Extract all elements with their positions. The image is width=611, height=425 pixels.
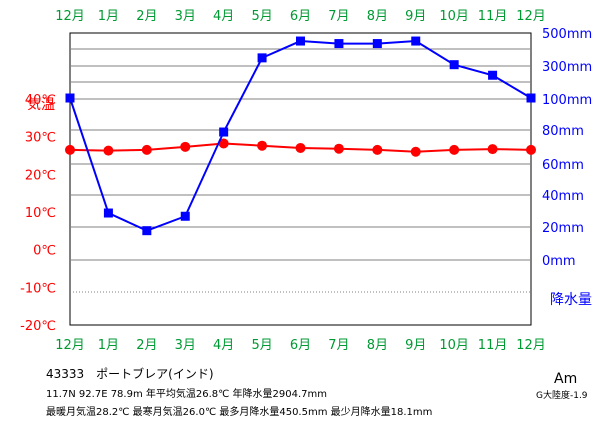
month-label-top: 10月 — [439, 9, 469, 24]
month-label-bottom: 8月 — [367, 338, 388, 353]
precipitation-tick-label: 500mm — [542, 27, 592, 42]
precipitation-point — [334, 39, 344, 49]
precipitation-series — [65, 36, 536, 236]
precipitation-point — [103, 208, 113, 218]
precipitation-point — [449, 60, 459, 70]
precipitation-point — [180, 211, 190, 221]
precipitation-point — [411, 36, 421, 46]
month-label-bottom: 2月 — [136, 338, 157, 353]
region-class: G大陸度-1.9 — [536, 391, 588, 401]
precipitation-point — [488, 70, 498, 80]
month-label-bottom: 12月 — [516, 338, 546, 353]
precipitation-axis-ticks: 500mm 300mm 100mm 80mm 60mm 40mm 20mm 0mm — [542, 27, 592, 269]
month-label-top: 5月 — [251, 9, 272, 24]
month-label-top: 2月 — [136, 9, 157, 24]
precipitation-tick-label: 0mm — [542, 254, 576, 269]
station-name: 43333 ポートブレア(インド) — [46, 367, 214, 381]
temperature-point — [449, 144, 460, 155]
grid-lines — [69, 32, 532, 326]
precipitation-tick-label: 60mm — [542, 158, 584, 173]
temperature-point — [103, 145, 114, 156]
precipitation-point — [526, 93, 536, 103]
month-label-top: 12月 — [55, 9, 85, 24]
month-label-bottom: 11月 — [478, 338, 508, 353]
temperature-point — [257, 140, 268, 151]
precipitation-tick-label: 100mm — [542, 93, 592, 108]
precipitation-tick-label: 300mm — [542, 60, 592, 75]
temperature-tick-label: 40℃ — [25, 93, 56, 108]
temperature-point — [372, 144, 383, 155]
month-label-bottom: 6月 — [290, 338, 311, 353]
temperature-point — [410, 146, 421, 157]
month-labels-top: 12月 1月 2月 3月 4月 5月 6月 7月 8月 9月 10月 11月 12月 — [55, 9, 546, 24]
month-label-top: 4月 — [213, 9, 234, 24]
temperature-tick-label: 0℃ — [33, 244, 56, 259]
precipitation-axis-label: 降水量 — [550, 292, 592, 308]
station-coords: 11.7N 92.7E 78.9m 年平均気温26.8℃ 年降水量2904.7m… — [46, 389, 328, 400]
precipitation-point — [142, 226, 152, 236]
temperature-tick-label: 10℃ — [25, 206, 56, 221]
month-label-bottom: 3月 — [175, 338, 196, 353]
month-label-top: 1月 — [98, 9, 119, 24]
temperature-axis-label: 気温 — [27, 97, 55, 113]
temperature-point — [295, 142, 306, 153]
month-label-bottom: 4月 — [213, 338, 234, 353]
temperature-tick-label: -10℃ — [20, 281, 56, 296]
month-labels-bottom: 12月 1月 2月 3月 4月 5月 6月 7月 8月 9月 10月 11月 12月 — [55, 338, 546, 353]
month-label-top: 7月 — [328, 9, 349, 24]
month-label-bottom: 1月 — [98, 338, 119, 353]
temperature-series — [65, 138, 536, 157]
temperature-point — [526, 144, 536, 155]
month-label-top: 3月 — [175, 9, 196, 24]
month-label-top: 9月 — [405, 9, 426, 24]
precipitation-point — [219, 127, 229, 137]
temperature-tick-label: 30℃ — [25, 131, 56, 146]
precipitation-tick-label: 80mm — [542, 124, 584, 139]
temperature-point — [487, 144, 498, 155]
precipitation-line — [69, 40, 532, 232]
month-label-top: 8月 — [367, 9, 388, 24]
month-label-bottom: 9月 — [405, 338, 426, 353]
temperature-point — [333, 143, 344, 154]
month-label-bottom: 10月 — [439, 338, 469, 353]
month-label-top: 6月 — [290, 9, 311, 24]
temperature-tick-label: 20℃ — [25, 168, 56, 183]
month-label-bottom: 12月 — [55, 338, 85, 353]
plot-frame — [69, 32, 532, 326]
temperature-axis-ticks: 40℃ 30℃ 20℃ 10℃ 0℃ -10℃ -20℃ — [20, 93, 56, 334]
climate-class: Am — [554, 371, 578, 387]
precipitation-point — [296, 36, 305, 46]
precipitation-tick-label: 20mm — [542, 221, 584, 236]
temperature-point — [141, 144, 152, 155]
precipitation-point — [65, 93, 75, 103]
month-label-top: 11月 — [478, 9, 508, 24]
month-label-top: 12月 — [516, 9, 546, 24]
temperature-point — [180, 141, 191, 152]
precipitation-point — [257, 53, 267, 63]
month-label-bottom: 7月 — [328, 338, 349, 353]
temperature-tick-label: -20℃ — [20, 319, 56, 334]
precipitation-tick-label: 40mm — [542, 189, 584, 204]
month-label-bottom: 5月 — [251, 338, 272, 353]
station-extremes: 最暖月気温28.2℃ 最寒月気温26.0℃ 最多月降水量450.5mm 最少月降… — [46, 407, 433, 418]
precipitation-point — [372, 39, 382, 49]
temperature-point — [218, 138, 229, 149]
temperature-point — [65, 144, 75, 155]
